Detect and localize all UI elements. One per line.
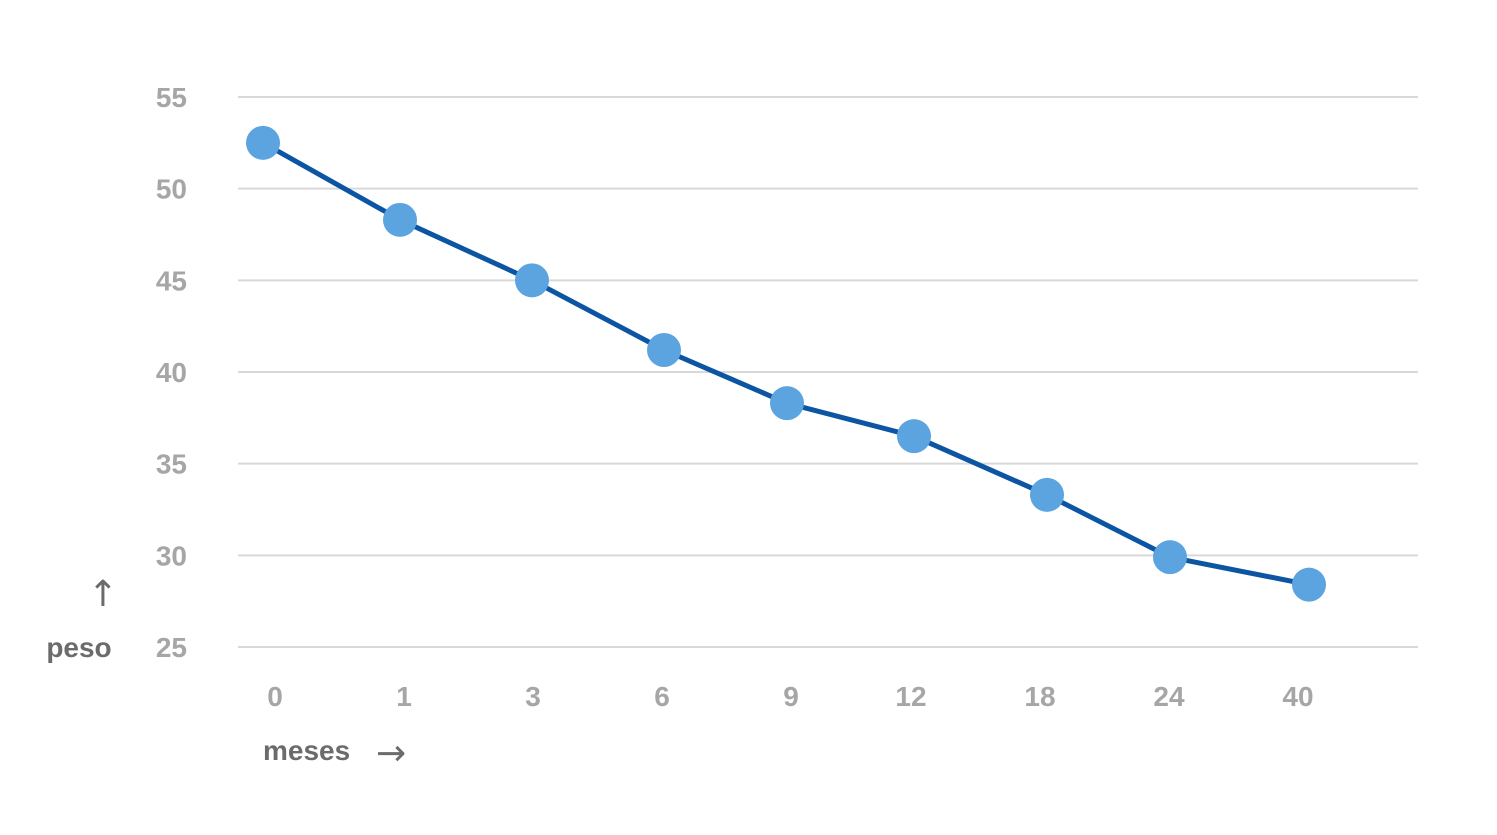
series-line xyxy=(260,140,1312,588)
x-tick-label-12: 12 xyxy=(895,681,926,712)
x-tick-label-0: 0 xyxy=(267,681,283,712)
gridlines xyxy=(238,96,1418,648)
data-point-24 xyxy=(1153,540,1187,575)
data-point-6 xyxy=(647,333,681,367)
y-axis-arrow-icon: ↑ xyxy=(88,574,118,615)
x-axis-label: meses xyxy=(263,735,350,766)
data-point-1 xyxy=(383,202,417,237)
y-axis-label: peso xyxy=(46,632,111,663)
data-point-12 xyxy=(897,419,931,454)
data-point-0 xyxy=(246,125,280,160)
y-tick-label-55: 55 xyxy=(156,82,187,113)
y-tick-label-40: 40 xyxy=(156,357,187,388)
data-point-9 xyxy=(770,386,804,421)
data-point-40 xyxy=(1292,567,1326,602)
data-point-18 xyxy=(1030,477,1064,512)
y-tick-label-35: 35 xyxy=(156,449,187,480)
x-tick-label-40: 40 xyxy=(1282,681,1313,712)
y-tick-label-25: 25 xyxy=(156,632,187,663)
y-tick-label-50: 50 xyxy=(156,174,187,205)
y-tick-label-45: 45 xyxy=(156,265,187,296)
x-tick-label-3: 3 xyxy=(525,681,541,712)
x-tick-label-24: 24 xyxy=(1153,681,1185,712)
x-tick-label-1: 1 xyxy=(396,681,412,712)
series xyxy=(246,125,1326,602)
y-tick-label-30: 30 xyxy=(156,540,187,571)
y-axis-ticks: 25 30 35 40 45 50 55 xyxy=(156,82,187,663)
data-point-3 xyxy=(515,263,549,298)
x-axis-ticks: 0 1 3 6 9 12 18 24 40 xyxy=(267,681,1313,712)
x-axis-arrow-icon: → xyxy=(376,733,406,774)
x-tick-label-18: 18 xyxy=(1024,681,1055,712)
x-tick-label-9: 9 xyxy=(783,681,799,712)
x-tick-label-6: 6 xyxy=(654,681,670,712)
